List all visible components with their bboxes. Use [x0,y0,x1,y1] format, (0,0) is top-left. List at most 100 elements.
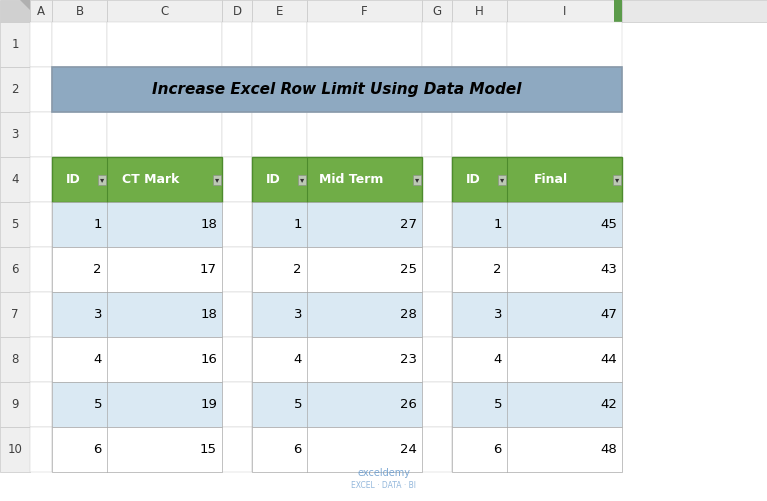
FancyBboxPatch shape [252,247,422,292]
Text: 1: 1 [294,218,302,231]
Text: 2: 2 [94,263,102,276]
Text: 6: 6 [12,263,18,276]
Text: 28: 28 [400,308,417,321]
FancyBboxPatch shape [507,112,622,157]
Text: 2: 2 [493,263,502,276]
Text: ▾: ▾ [500,175,504,184]
Text: A: A [37,5,45,18]
FancyBboxPatch shape [422,427,452,472]
Text: EXCEL · DATA · BI: EXCEL · DATA · BI [351,481,416,490]
FancyBboxPatch shape [222,22,252,67]
Text: 10: 10 [8,443,22,456]
FancyBboxPatch shape [0,427,30,472]
FancyBboxPatch shape [307,427,422,472]
Text: 8: 8 [12,353,18,366]
FancyBboxPatch shape [30,247,52,292]
Text: 15: 15 [200,443,217,456]
FancyBboxPatch shape [222,382,252,427]
FancyBboxPatch shape [452,202,622,247]
Text: F: F [361,5,368,18]
FancyBboxPatch shape [30,427,52,472]
Text: ▾: ▾ [100,175,104,184]
FancyBboxPatch shape [452,382,622,427]
Text: 4: 4 [494,353,502,366]
Text: 43: 43 [600,263,617,276]
Text: exceldemy: exceldemy [357,468,410,478]
FancyBboxPatch shape [452,427,622,472]
Text: ▾: ▾ [300,175,304,184]
Text: 5: 5 [12,218,18,231]
FancyBboxPatch shape [507,247,622,292]
Text: ▾: ▾ [215,175,219,184]
Text: ID: ID [466,173,480,186]
Text: 47: 47 [600,308,617,321]
Text: G: G [433,5,442,18]
FancyBboxPatch shape [0,112,30,157]
FancyBboxPatch shape [452,247,507,292]
FancyBboxPatch shape [107,427,222,472]
FancyBboxPatch shape [252,202,307,247]
FancyBboxPatch shape [422,67,452,112]
FancyBboxPatch shape [307,292,422,337]
FancyBboxPatch shape [30,22,52,67]
FancyBboxPatch shape [507,292,622,337]
FancyBboxPatch shape [452,382,507,427]
FancyBboxPatch shape [252,202,422,247]
Text: 5: 5 [294,398,302,411]
FancyBboxPatch shape [52,247,222,292]
FancyBboxPatch shape [107,337,222,382]
FancyBboxPatch shape [52,157,222,202]
FancyBboxPatch shape [307,22,422,67]
FancyBboxPatch shape [30,112,52,157]
FancyBboxPatch shape [107,202,222,247]
Text: 16: 16 [200,353,217,366]
Text: 4: 4 [12,173,18,186]
FancyBboxPatch shape [52,382,107,427]
FancyBboxPatch shape [52,202,222,247]
FancyBboxPatch shape [222,427,252,472]
FancyBboxPatch shape [452,292,622,337]
Text: C: C [160,5,169,18]
FancyBboxPatch shape [422,0,452,22]
FancyBboxPatch shape [252,157,422,202]
FancyBboxPatch shape [507,337,622,382]
FancyBboxPatch shape [252,157,307,202]
FancyBboxPatch shape [252,22,307,67]
Text: 42: 42 [600,398,617,411]
Text: CT Mark: CT Mark [122,173,179,186]
FancyBboxPatch shape [614,0,622,22]
FancyBboxPatch shape [222,0,252,22]
Text: 5: 5 [94,398,102,411]
Text: H: H [475,5,484,18]
FancyBboxPatch shape [107,157,222,202]
FancyBboxPatch shape [507,202,622,247]
FancyBboxPatch shape [422,157,452,202]
FancyBboxPatch shape [222,157,252,202]
FancyBboxPatch shape [252,292,422,337]
Text: B: B [75,5,84,18]
Text: ID: ID [65,173,81,186]
FancyBboxPatch shape [222,202,252,247]
FancyBboxPatch shape [307,247,422,292]
FancyBboxPatch shape [452,112,507,157]
FancyBboxPatch shape [52,22,107,67]
FancyBboxPatch shape [507,22,622,67]
FancyBboxPatch shape [222,247,252,292]
Text: 2: 2 [294,263,302,276]
FancyBboxPatch shape [422,337,452,382]
FancyBboxPatch shape [52,292,222,337]
Text: 5: 5 [493,398,502,411]
FancyBboxPatch shape [252,292,307,337]
FancyBboxPatch shape [252,67,307,112]
Text: 26: 26 [400,398,417,411]
FancyBboxPatch shape [422,382,452,427]
Text: 6: 6 [94,443,102,456]
FancyBboxPatch shape [222,112,252,157]
FancyBboxPatch shape [52,247,107,292]
FancyBboxPatch shape [252,382,422,427]
FancyBboxPatch shape [422,112,452,157]
FancyBboxPatch shape [52,337,107,382]
FancyBboxPatch shape [0,337,30,382]
FancyBboxPatch shape [52,427,222,472]
Text: 18: 18 [200,308,217,321]
